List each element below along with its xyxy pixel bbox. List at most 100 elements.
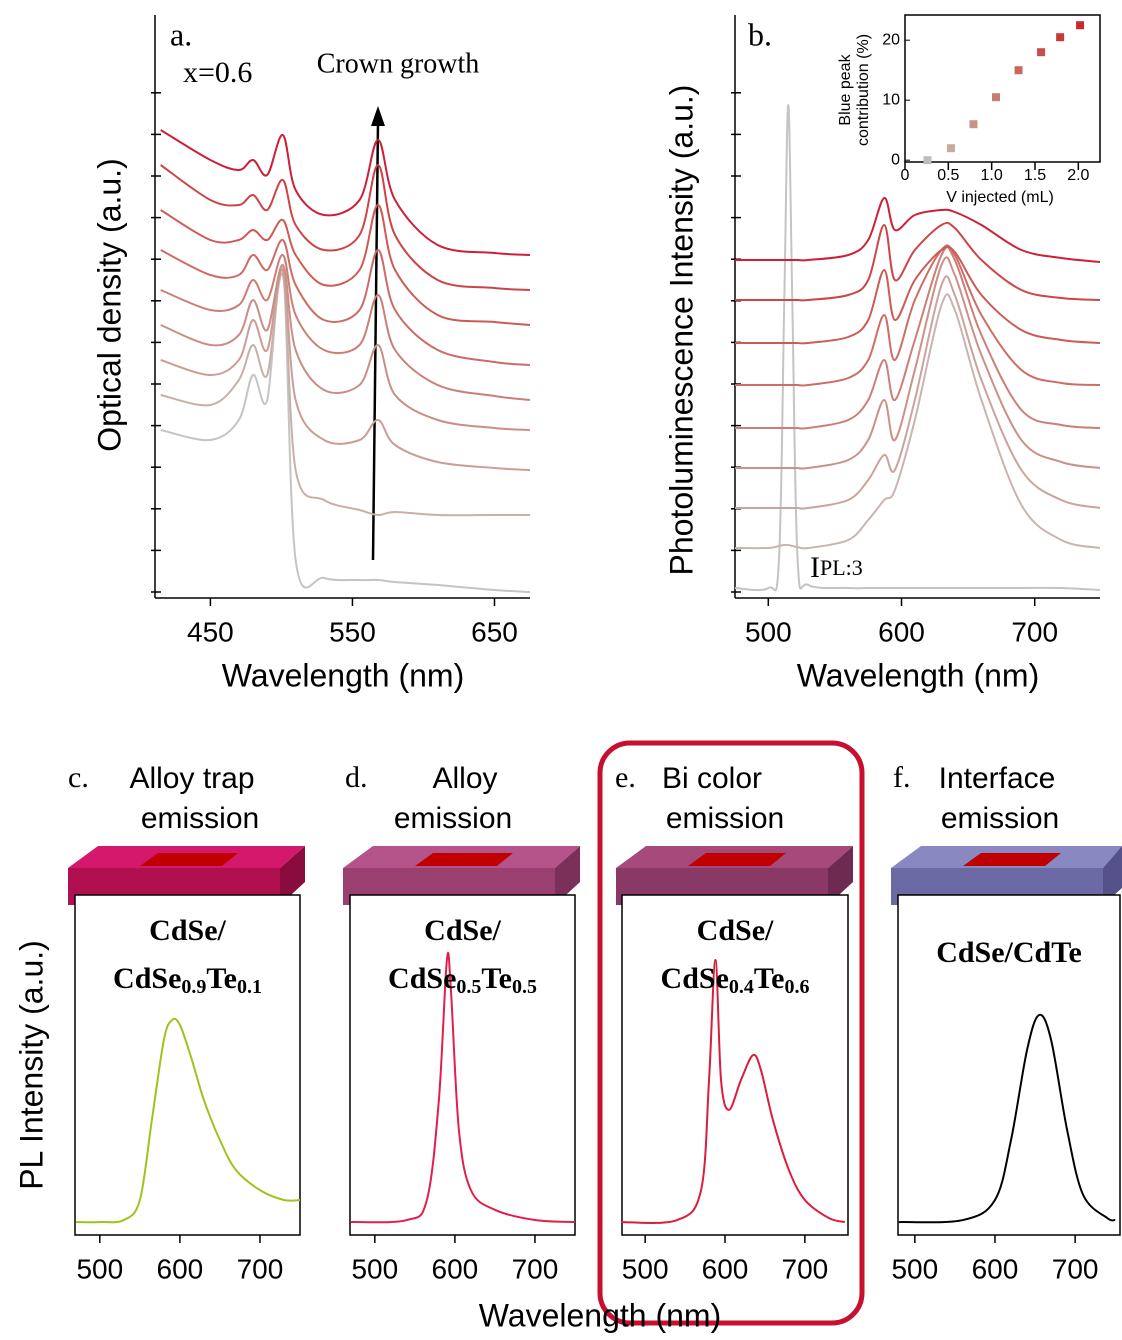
- formula: CdSe0.5Te0.5: [388, 962, 537, 998]
- x-tick-label: 600: [702, 1253, 749, 1284]
- x-axis-title: V injected (mL): [946, 189, 1054, 206]
- formula-part: Te: [206, 962, 237, 995]
- spectrum-line: [160, 163, 531, 291]
- point: [946, 144, 955, 153]
- spectrum-line: [75, 1017, 301, 1224]
- plot-frame: [621, 894, 849, 1236]
- formula-part: 0.1: [237, 976, 262, 998]
- annotation-part: PL:3: [820, 555, 863, 580]
- spectrum-line: [735, 256, 1101, 470]
- arrow-head: [371, 106, 385, 126]
- point: [1076, 21, 1085, 30]
- y-axis-title: Optical density (a.u.): [91, 158, 127, 451]
- x-tick-label: 700: [512, 1253, 559, 1284]
- annotation: IPL:3: [810, 551, 863, 584]
- spectrum-line: [160, 203, 531, 326]
- formula: CdSe/: [424, 914, 501, 947]
- x-tick-label: 600: [157, 1253, 204, 1284]
- formula-part: 0.6: [784, 976, 809, 998]
- formula-part: 0.9: [181, 976, 206, 998]
- formula-part: 0.5: [512, 976, 537, 998]
- x-axis-title: Wavelength (nm): [479, 1297, 721, 1333]
- x-tick-label: 600: [878, 616, 925, 647]
- y-axis-title: PL Intensity (a.u.): [13, 940, 49, 1190]
- point: [992, 93, 1000, 102]
- x-tick-label: 600: [432, 1253, 479, 1284]
- y-tick-label: 0: [891, 151, 900, 168]
- plot-frame: [897, 894, 1121, 1236]
- x-tick-label: 500: [622, 1253, 669, 1284]
- annotation: Crown growth: [317, 48, 480, 79]
- panel-label: a.: [170, 16, 192, 52]
- x-tick-label: 500: [745, 616, 792, 647]
- x-tick-label: 1.0: [981, 167, 1003, 184]
- formula-part: Te: [754, 962, 785, 995]
- formula-part: CdSe/: [424, 914, 501, 947]
- formula-part: 0.5: [456, 976, 481, 998]
- spectrum-line: [734, 293, 1101, 550]
- formula-part: CdSe/CdTe: [936, 936, 1082, 969]
- x-tick-label: 550: [329, 616, 376, 647]
- spectrum-line: [734, 103, 1101, 592]
- formula-part: 0.4: [729, 976, 754, 998]
- spectrum-line: [735, 196, 1101, 263]
- panel-label: c.: [68, 761, 89, 794]
- formula: CdSe0.9Te0.1: [113, 962, 262, 998]
- formula: CdSe/: [697, 914, 774, 947]
- x-tick-label: 700: [237, 1253, 284, 1284]
- panel-label: f.: [893, 761, 911, 794]
- formula-part: CdSe: [388, 962, 456, 995]
- highlight-frame: [597, 740, 865, 1326]
- panel-title: emission: [941, 802, 1059, 835]
- point: [1056, 33, 1065, 42]
- plot-frame: [74, 894, 301, 1236]
- formula-part: CdSe: [661, 962, 729, 995]
- spectrum-line: [734, 221, 1101, 302]
- spectrum-line: [160, 253, 531, 401]
- formula-part: CdSe: [113, 962, 181, 995]
- x-tick-label: 0.5: [937, 167, 959, 184]
- point: [1014, 66, 1023, 75]
- panel-label: e.: [615, 761, 636, 794]
- x-tick-label: 600: [972, 1253, 1019, 1284]
- spectrum-line: [160, 238, 531, 366]
- y-axis-title: contribution (%): [855, 34, 872, 146]
- spectrum-line: [160, 272, 530, 517]
- panel-label: d.: [345, 761, 368, 794]
- spectrum-line: [160, 263, 531, 431]
- spectrum-line: [735, 245, 1101, 345]
- panel-label: b.: [748, 16, 772, 52]
- y-tick-label: 10: [882, 91, 900, 108]
- spectrum-line: [735, 275, 1101, 510]
- x-tick-label: 700: [1011, 616, 1058, 647]
- point: [969, 120, 978, 129]
- formula: CdSe0.4Te0.6: [661, 962, 810, 998]
- x-tick-label: 0: [901, 167, 910, 184]
- panel-title: emission: [666, 802, 784, 835]
- spectrum-line: [898, 1013, 1116, 1224]
- annotation-part: I: [810, 551, 820, 584]
- y-axis-title: Blue peak: [837, 53, 854, 125]
- spectrum-line: [735, 244, 1101, 387]
- panel-title: Interface: [939, 762, 1056, 795]
- x-tick-label: 500: [351, 1253, 398, 1284]
- spectrum-line: [160, 129, 531, 256]
- panel-title: Alloy trap: [129, 762, 254, 795]
- x-tick-label: 500: [76, 1253, 123, 1284]
- arrow: [371, 121, 380, 561]
- y-tick-label: 20: [882, 31, 900, 48]
- x-tick-label: 450: [187, 616, 234, 647]
- x-tick-label: 2.0: [1067, 167, 1089, 184]
- spectrum-line: [160, 265, 531, 593]
- formula-part: Te: [481, 962, 512, 995]
- plot-frame: [349, 894, 576, 1236]
- panel-title: emission: [141, 802, 259, 835]
- x-axis-title: Wavelength (nm): [222, 657, 464, 693]
- x-tick-label: 700: [1052, 1253, 1099, 1284]
- panel-title: emission: [394, 802, 512, 835]
- x-tick-label: 500: [891, 1253, 938, 1284]
- spectrum-line: [350, 952, 576, 1224]
- formula-part: CdSe/: [149, 914, 226, 947]
- point: [1037, 48, 1046, 57]
- formula: CdSe/CdTe: [936, 936, 1082, 969]
